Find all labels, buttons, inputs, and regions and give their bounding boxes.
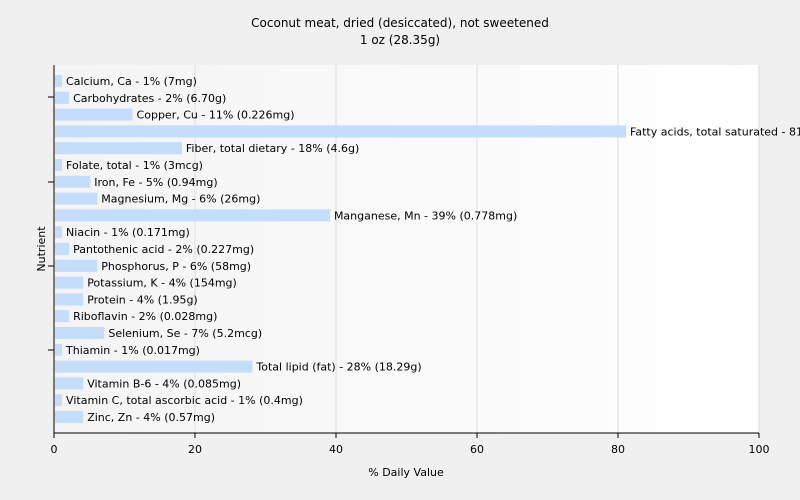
- bar-data-label: Folate, total - 1% (3mcg): [66, 159, 203, 172]
- bar-data-label: Copper, Cu - 11% (0.226mg): [137, 109, 295, 122]
- bar-data-label: Fatty acids, total saturated - 81% (16.2…: [630, 125, 800, 138]
- bar-data-label: Vitamin C, total ascorbic acid - 1% (0.4…: [66, 394, 303, 407]
- bar: [55, 343, 63, 356]
- bar: [55, 192, 98, 205]
- bar-data-label: Riboflavin - 2% (0.028mg): [73, 310, 217, 323]
- x-tick-label: 40: [329, 443, 343, 456]
- x-tick-label: 60: [470, 443, 484, 456]
- bar: [55, 310, 70, 323]
- bar-data-label: Manganese, Mn - 39% (0.778mg): [334, 209, 517, 222]
- x-tick-label: 20: [188, 443, 202, 456]
- bar: [55, 276, 84, 289]
- bar: [55, 411, 84, 423]
- bar: [55, 327, 105, 339]
- axes: 0 20 40 60 80 100: [48, 65, 770, 456]
- chart-subtitle: 1 oz (28.35g): [360, 33, 440, 47]
- y-axis-label: Nutrient: [35, 226, 48, 272]
- bar: [55, 394, 63, 407]
- bar: [55, 91, 70, 104]
- x-tick-label: 0: [51, 443, 58, 456]
- bar: [55, 360, 253, 373]
- bar-data-label: Phosphorus, P - 6% (58mg): [101, 260, 251, 273]
- x-tick-label: 100: [749, 443, 770, 456]
- bar: [55, 209, 330, 222]
- bar-data-label: Carbohydrates - 2% (6.70g): [73, 92, 226, 105]
- bar-data-label: Thiamin - 1% (0.017mg): [65, 344, 200, 357]
- bar: [55, 226, 63, 239]
- bar-data-label: Vitamin B-6 - 4% (0.085mg): [87, 377, 241, 390]
- bar-data-label: Total lipid (fat) - 28% (18.29g): [255, 361, 421, 374]
- bar-data-label: Protein - 4% (1.95g): [87, 293, 198, 306]
- bar: [55, 125, 627, 138]
- bar: [55, 142, 182, 155]
- bar-data-label: Fiber, total dietary - 18% (4.6g): [186, 142, 359, 155]
- bar: [55, 159, 63, 171]
- bar-data-label: Pantothenic acid - 2% (0.227mg): [73, 243, 254, 256]
- bar-series: Calcium, Ca - 1% (7mg) Carbohydrates - 2%…: [55, 75, 800, 424]
- bar: [55, 259, 98, 272]
- x-tick-label: 80: [611, 443, 625, 456]
- x-axis-label: % Daily Value: [368, 466, 444, 479]
- bar-data-label: Zinc, Zn - 4% (0.57mg): [87, 411, 215, 424]
- bar: [55, 175, 91, 188]
- bar-data-label: Calcium, Ca - 1% (7mg): [66, 75, 197, 88]
- bar: [55, 377, 84, 390]
- bar-data-label: Potassium, K - 4% (154mg): [87, 277, 237, 290]
- bar-data-label: Selenium, Se - 7% (5.2mcg): [108, 327, 262, 340]
- bar-data-label: Iron, Fe - 5% (0.94mg): [94, 176, 217, 189]
- bar: [55, 243, 70, 255]
- bar-data-label: Magnesium, Mg - 6% (26mg): [101, 193, 260, 206]
- bar: [55, 108, 133, 121]
- chart-title: Coconut meat, dried (desiccated), not sw…: [251, 16, 549, 30]
- bar: [55, 75, 63, 87]
- bar-data-label: Niacin - 1% (0.171mg): [66, 226, 190, 239]
- bar: [55, 293, 84, 306]
